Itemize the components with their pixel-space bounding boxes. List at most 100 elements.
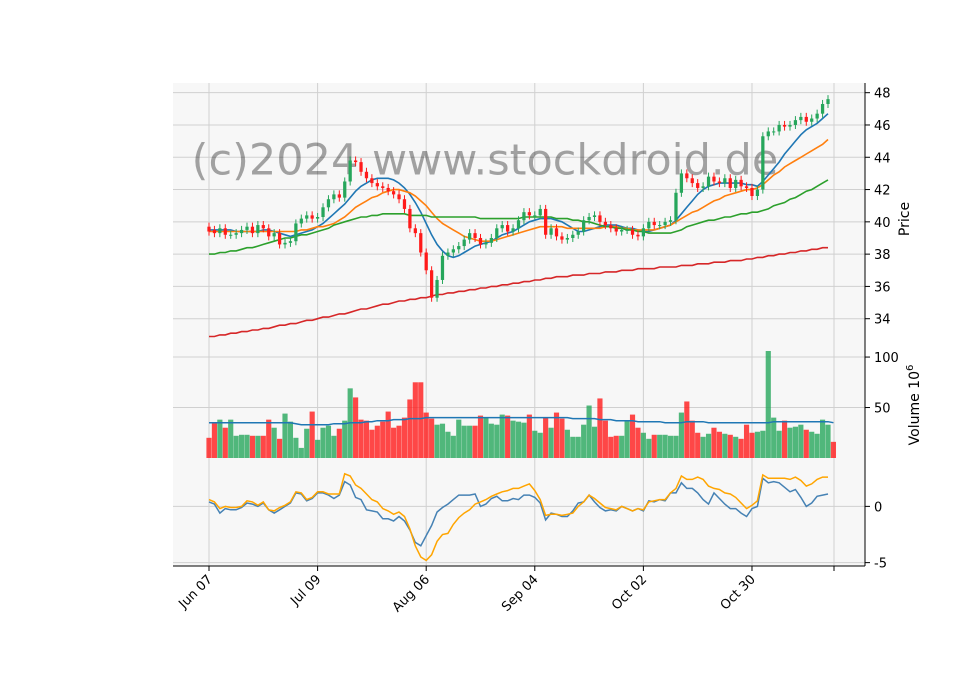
volume-bar (711, 427, 717, 458)
price-axis-tick-label: 42 (874, 184, 891, 199)
volume-bar (716, 431, 722, 458)
candle-body (630, 229, 635, 235)
volume-bar (521, 422, 527, 458)
volume-axis-tick-label: 100 (874, 351, 899, 366)
candle-body (826, 99, 830, 104)
volume-bar (331, 435, 337, 458)
volume-bar (575, 436, 581, 458)
volume-bar (385, 411, 391, 458)
volume-bar (586, 405, 592, 458)
candle-body (647, 221, 651, 229)
candle-body (766, 131, 770, 137)
volume-bar (646, 438, 652, 458)
candle-body (326, 199, 331, 208)
candle-body (468, 233, 472, 240)
candle-body (489, 237, 493, 243)
candle-body (739, 179, 743, 187)
volume-bar (271, 427, 277, 458)
volume-bar (429, 418, 435, 458)
candle-body (332, 194, 336, 200)
oscillator-line (208, 476, 829, 547)
candle-body (343, 181, 347, 198)
candle-body (576, 231, 580, 235)
candle-body (723, 178, 727, 184)
volume-bar (298, 447, 304, 458)
volume-axis-exponent: 6 (905, 365, 916, 371)
volume-bar (581, 424, 587, 458)
candle-body (636, 234, 640, 237)
volume-bar (434, 424, 440, 458)
candle-body (424, 252, 428, 271)
candle-body (473, 233, 477, 238)
candle-body (408, 208, 412, 229)
candle-body (549, 228, 553, 235)
candle-body (207, 226, 211, 232)
volume-bar (684, 401, 690, 458)
candle-body (625, 229, 629, 231)
volume-bar (532, 430, 538, 458)
candle-body (652, 221, 656, 226)
candle-body (256, 225, 260, 234)
candle-body (337, 194, 341, 198)
volume-bar (727, 434, 733, 458)
candle-body (364, 171, 369, 179)
price-axis-tick-label: 38 (874, 248, 891, 263)
candle-body (511, 228, 515, 232)
volume-bar (825, 424, 831, 458)
candle-body (706, 176, 711, 187)
candle-body (294, 223, 298, 242)
volume-bar (353, 397, 359, 458)
candle-body (462, 239, 466, 247)
volume-bar (499, 414, 505, 458)
candle-body (212, 229, 217, 234)
volume-bar (450, 435, 456, 458)
volume-bar (543, 417, 549, 458)
candle-body (603, 221, 608, 226)
oscillator-axis-tick-label: 0 (874, 500, 882, 515)
candle-body (560, 236, 564, 240)
candle-body (679, 173, 684, 193)
volume-bar (662, 434, 668, 458)
candle-body (229, 234, 233, 236)
candle-body (554, 228, 559, 237)
candle-body (544, 208, 548, 235)
volume-bar (629, 414, 636, 458)
volume-bar (597, 398, 603, 458)
moving-average-line (209, 138, 829, 242)
candle-body (446, 252, 450, 256)
candle-body (598, 215, 602, 222)
candle-body (218, 228, 222, 234)
volume-bar (640, 432, 646, 458)
volume-bar (315, 439, 321, 458)
volume-bar (282, 413, 288, 458)
candle-body (478, 237, 483, 245)
candle-body (402, 199, 407, 209)
candle-body (712, 176, 716, 182)
candle-body (397, 194, 401, 200)
volume-bar (439, 423, 446, 458)
volume-bar (695, 432, 701, 458)
candle-body (359, 162, 363, 172)
volume-bar (830, 441, 837, 458)
volume-bar (781, 420, 788, 458)
volume-bar (472, 425, 478, 458)
volume-bar (559, 418, 565, 458)
candle-body (413, 228, 417, 234)
volume-bar (635, 427, 641, 458)
price-axis-tick-label: 34 (874, 313, 891, 328)
candle-body (239, 229, 244, 234)
volume-bar (461, 425, 467, 458)
moving-average-line (209, 246, 828, 338)
volume-bar (651, 434, 657, 458)
candle-body (734, 179, 738, 188)
candle-body (522, 212, 526, 221)
candle-body (755, 189, 760, 197)
volume-bar (657, 434, 663, 458)
volume-bar (613, 435, 619, 458)
volume-bar (222, 427, 228, 458)
candle-body (419, 233, 423, 253)
price-axis-tick-label: 40 (874, 216, 891, 231)
price-axis-tick-label: 48 (874, 87, 891, 102)
